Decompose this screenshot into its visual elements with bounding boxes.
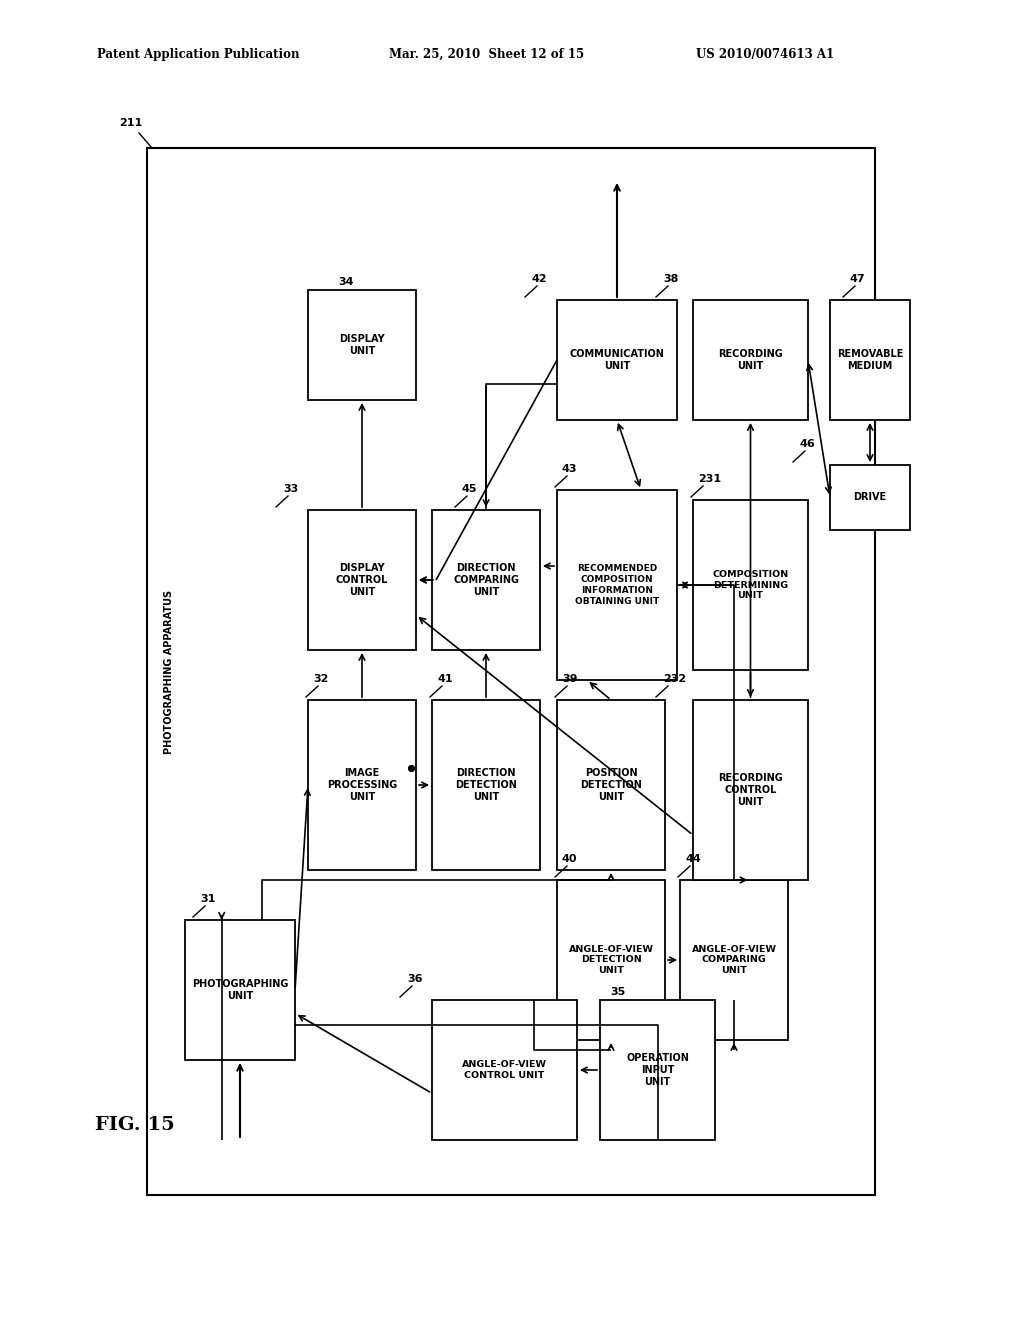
Text: DIRECTION
DETECTION
UNIT: DIRECTION DETECTION UNIT [455, 768, 517, 803]
Text: DRIVE: DRIVE [853, 492, 887, 503]
Bar [557, 880, 665, 1040]
Text: 33: 33 [283, 484, 298, 494]
Text: 31: 31 [200, 894, 215, 904]
Text: ANGLE-OF-VIEW
CONTROL UNIT: ANGLE-OF-VIEW CONTROL UNIT [462, 1060, 547, 1080]
Text: 47: 47 [850, 275, 865, 284]
Text: 231: 231 [698, 474, 721, 484]
Text: 42: 42 [532, 275, 548, 284]
Text: 43: 43 [562, 465, 578, 474]
Text: 232: 232 [663, 675, 686, 684]
Text: 32: 32 [313, 675, 329, 684]
Text: IMAGE
PROCESSING
UNIT: IMAGE PROCESSING UNIT [327, 768, 397, 803]
Bar [432, 700, 540, 870]
Bar [557, 300, 677, 420]
Text: DIRECTION
COMPARING
UNIT: DIRECTION COMPARING UNIT [453, 564, 519, 597]
Text: RECORDING
CONTROL
UNIT: RECORDING CONTROL UNIT [718, 774, 783, 807]
Bar [147, 148, 874, 1195]
Bar [693, 500, 808, 671]
Bar [308, 510, 416, 649]
Text: 35: 35 [610, 987, 626, 997]
Text: COMMUNICATION
UNIT: COMMUNICATION UNIT [569, 348, 665, 371]
Text: RECORDING
UNIT: RECORDING UNIT [718, 348, 783, 371]
Text: 38: 38 [663, 275, 678, 284]
Bar [693, 300, 808, 420]
Text: PHOTOGRAPHING APPARATUS: PHOTOGRAPHING APPARATUS [164, 590, 174, 754]
Bar [557, 490, 677, 680]
Bar [308, 290, 416, 400]
Text: 36: 36 [407, 974, 423, 983]
Bar [830, 465, 910, 531]
Text: 46: 46 [800, 440, 816, 449]
Text: DISPLAY
CONTROL
UNIT: DISPLAY CONTROL UNIT [336, 564, 388, 597]
Text: 41: 41 [437, 675, 453, 684]
Bar [600, 1001, 715, 1140]
Text: DISPLAY
UNIT: DISPLAY UNIT [339, 334, 385, 356]
Text: ANGLE-OF-VIEW
COMPARING
UNIT: ANGLE-OF-VIEW COMPARING UNIT [691, 945, 776, 975]
Text: OPERATION
INPUT
UNIT: OPERATION INPUT UNIT [626, 1053, 689, 1086]
Bar [308, 700, 416, 870]
Bar [432, 510, 540, 649]
Text: ANGLE-OF-VIEW
DETECTION
UNIT: ANGLE-OF-VIEW DETECTION UNIT [568, 945, 653, 975]
Text: POSITION
DETECTION
UNIT: POSITION DETECTION UNIT [580, 768, 642, 803]
Bar [185, 920, 295, 1060]
Text: Patent Application Publication: Patent Application Publication [97, 48, 300, 61]
Text: REMOVABLE
MEDIUM: REMOVABLE MEDIUM [837, 348, 903, 371]
Text: 45: 45 [462, 484, 477, 494]
Text: 44: 44 [685, 854, 700, 865]
Bar [680, 880, 788, 1040]
Text: Mar. 25, 2010  Sheet 12 of 15: Mar. 25, 2010 Sheet 12 of 15 [389, 48, 585, 61]
Text: 40: 40 [562, 854, 578, 865]
Bar [557, 700, 665, 870]
Bar [432, 1001, 577, 1140]
Text: 34: 34 [338, 277, 353, 286]
Text: FIG. 15: FIG. 15 [95, 1115, 175, 1134]
Bar [693, 700, 808, 880]
Text: COMPOSITION
DETERMINING
UNIT: COMPOSITION DETERMINING UNIT [713, 570, 788, 601]
Text: RECOMMENDED
COMPOSITION
INFORMATION
OBTAINING UNIT: RECOMMENDED COMPOSITION INFORMATION OBTA… [574, 565, 659, 606]
Text: PHOTOGRAPHING
UNIT: PHOTOGRAPHING UNIT [191, 979, 288, 1001]
Text: 211: 211 [119, 117, 142, 128]
Bar [830, 300, 910, 420]
Text: US 2010/0074613 A1: US 2010/0074613 A1 [696, 48, 835, 61]
Text: 39: 39 [562, 675, 578, 684]
